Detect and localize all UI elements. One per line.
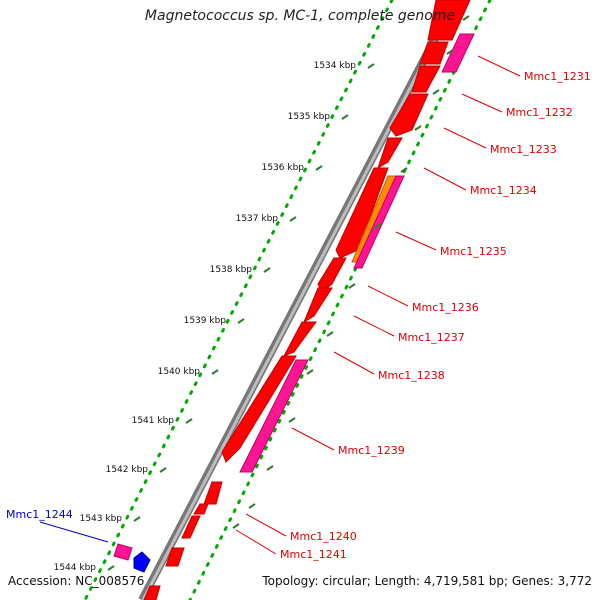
leader-line: [367, 285, 409, 307]
gene-feature: [133, 551, 151, 573]
gene-feature: [302, 287, 333, 324]
gene-label: Mmc1_1244: [6, 508, 73, 521]
tick-mark: [367, 63, 375, 69]
tick-label: 1541 kbp: [132, 416, 175, 426]
gene-feature: [239, 359, 309, 473]
gene-feature: [203, 481, 223, 505]
tick-mark: [263, 267, 271, 273]
tick-label: 1540 kbp: [158, 367, 201, 377]
gene-label: Mmc1_1233: [490, 143, 557, 156]
tick-mark: [232, 523, 240, 529]
tick-label: 1537 kbp: [236, 214, 279, 224]
gene-label: Mmc1_1237: [398, 331, 465, 344]
leader-line: [235, 529, 277, 555]
outer-dotted-ring: [83, 0, 394, 600]
tick-mark: [289, 216, 297, 222]
tick-mark: [446, 49, 454, 55]
gene-feature: [193, 503, 209, 515]
gene-feature: [427, 0, 471, 41]
backbone: [138, 0, 459, 600]
tick-label: 1536 kbp: [262, 163, 305, 173]
gene-feature: [441, 33, 475, 73]
gene-feature: [353, 175, 405, 269]
tick-mark: [306, 369, 314, 375]
gene-label: Mmc1_1234: [470, 184, 537, 197]
tick-mark: [400, 167, 408, 173]
tick-label: 1535 kbp: [288, 112, 331, 122]
tick-mark: [237, 318, 245, 324]
tick-mark: [185, 418, 193, 424]
inner-dotted-ring: [188, 0, 492, 600]
gene-feature: [181, 515, 201, 539]
tick-mark: [107, 565, 115, 571]
leader-line: [333, 351, 375, 375]
tick-label: 1544 kbp: [54, 563, 97, 573]
gene-feature: [335, 167, 389, 259]
kbp-ticks: 1534 kbp 1535 kbp 1536 kbp 1537 kbp 1538 kbp…: [54, 15, 470, 573]
tick-mark: [374, 223, 382, 229]
leader-line: [477, 55, 521, 77]
gene-labels: Mmc1_1231 Mmc1_1232 Mmc1_1233 Mmc1_1234 Mmc1…: [6, 70, 591, 561]
tick-mark: [326, 331, 334, 337]
tick-mark: [315, 165, 323, 171]
gene-feature: [377, 137, 403, 170]
leader-line: [443, 127, 487, 149]
tick-mark: [248, 503, 256, 509]
gene-feature: [389, 93, 429, 137]
gene-leader-lines: [39, 55, 521, 555]
tick-mark: [266, 465, 274, 471]
tick-mark: [341, 114, 349, 120]
leader-line: [291, 427, 335, 451]
tick-mark: [414, 125, 422, 131]
tick-label: 1543 kbp: [80, 514, 123, 524]
gene-features: [113, 0, 475, 600]
leader-line: [395, 231, 437, 251]
gene-label: Mmc1_1235: [440, 245, 507, 258]
tick-mark: [432, 89, 440, 95]
gene-feature: [282, 321, 317, 357]
gene-feature: [419, 41, 449, 65]
leader-line: [423, 167, 467, 191]
leader-line: [245, 513, 287, 537]
gene-label: Mmc1_1231: [524, 70, 591, 83]
gene-label: Mmc1_1238: [378, 369, 445, 382]
gene-feature: [143, 585, 161, 600]
gene-label: Mmc1_1241: [280, 548, 347, 561]
leader-line: [461, 93, 503, 113]
genome-summary-text: Topology: circular; Length: 4,719,581 bp…: [262, 574, 592, 588]
gene-label: Mmc1_1240: [290, 530, 357, 543]
tick-mark: [348, 283, 356, 289]
tick-mark: [288, 417, 296, 423]
gene-feature: [165, 547, 185, 567]
tick-label: 1542 kbp: [106, 465, 149, 475]
tick-label: 1538 kbp: [210, 265, 253, 275]
gene-feature: [113, 543, 133, 561]
tick-mark: [133, 516, 141, 522]
gene-feature: [221, 355, 297, 463]
leader-line: [353, 315, 395, 337]
gene-label: Mmc1_1236: [412, 301, 479, 314]
tick-label: 1539 kbp: [184, 316, 227, 326]
leader-line: [39, 521, 109, 543]
tick-mark: [211, 369, 219, 375]
gene-label: Mmc1_1239: [338, 444, 405, 457]
gene-feature: [411, 65, 441, 93]
tick-mark: [462, 15, 470, 21]
tick-label: 1534 kbp: [314, 61, 357, 71]
gene-label: Mmc1_1232: [506, 106, 573, 119]
tick-mark: [159, 467, 167, 473]
genome-title-text: Magnetococcus sp. MC-1, complete genome: [144, 8, 456, 24]
accession-text: Accession: NC_008576: [8, 574, 145, 588]
genome-title: Magnetococcus sp. MC-1, complete genome: [0, 8, 600, 24]
